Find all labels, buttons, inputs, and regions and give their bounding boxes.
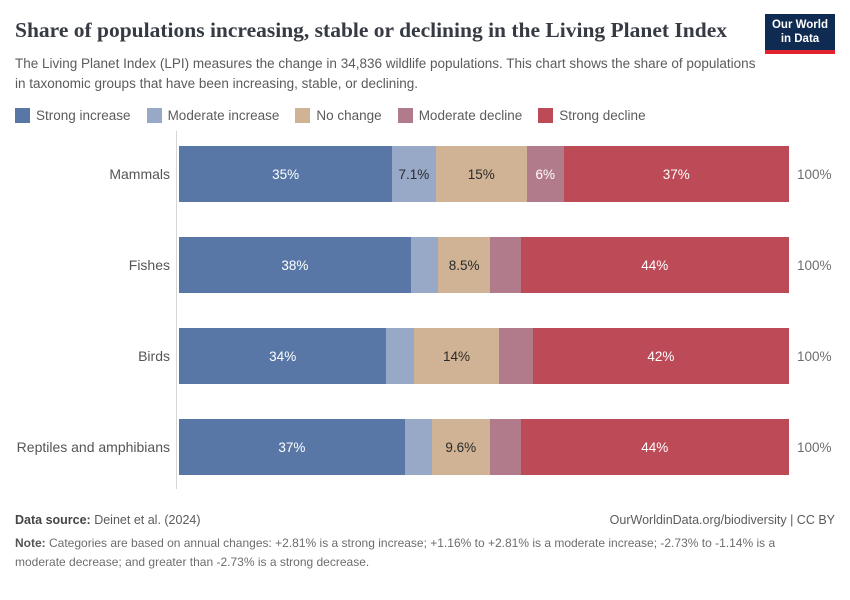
legend-swatch-no-change <box>295 108 311 124</box>
bar-segment-no-change[interactable]: 9.6% <box>431 419 491 476</box>
bar-segment-strong-decline[interactable]: 44% <box>520 237 789 294</box>
legend-item-moderate-increase[interactable]: Moderate increase <box>146 108 280 124</box>
legend-item-no-change[interactable]: No change <box>295 108 382 124</box>
segment-value-label: 44% <box>641 439 669 455</box>
legend-label: Strong decline <box>559 108 646 124</box>
owid-logo[interactable]: Our World in Data <box>765 14 835 54</box>
bar-row-mammals: Mammals 35% 7.1% 15% 6% 37% 100% <box>15 146 835 203</box>
bar-segment-moderate-decline[interactable] <box>490 419 521 476</box>
bar-segment-strong-decline[interactable]: 42% <box>532 328 789 385</box>
legend-item-strong-increase[interactable]: Strong increase <box>15 108 131 124</box>
legend-item-strong-decline[interactable]: Strong decline <box>538 108 646 124</box>
legend-swatch-strong-increase <box>15 108 30 124</box>
chart-subtitle: The Living Planet Index (LPI) measures t… <box>15 55 756 91</box>
owid-logo-line1: Our World <box>771 19 828 31</box>
chart-title: Share of populations increasing, stable … <box>15 18 727 42</box>
bar-segment-moderate-increase[interactable] <box>410 237 439 294</box>
bar-segment-no-change[interactable]: 8.5% <box>438 237 491 294</box>
chart-note: Note: Categories are based on annual cha… <box>15 534 820 571</box>
legend-swatch-strong-decline <box>538 108 554 124</box>
segment-value-label: 34% <box>269 348 297 364</box>
segment-value-label: 42% <box>647 348 675 364</box>
segment-value-label: 35% <box>272 166 300 182</box>
bar-segment-moderate-decline[interactable]: 6% <box>526 146 564 203</box>
bar-segment-strong-increase[interactable]: 38% <box>179 237 411 294</box>
bar-segment-strong-decline[interactable]: 44% <box>520 419 789 476</box>
total-label: 100% <box>797 166 832 182</box>
bar-segment-moderate-increase[interactable] <box>404 419 432 476</box>
total-label: 100% <box>797 257 832 273</box>
total-label: 100% <box>797 439 832 455</box>
segment-value-label: 37% <box>662 166 690 182</box>
segment-value-label: 6% <box>535 166 555 182</box>
bar-segment-strong-increase[interactable]: 35% <box>179 146 393 203</box>
bar-segment-moderate-decline[interactable] <box>499 328 533 385</box>
bar-segment-no-change[interactable]: 14% <box>413 328 500 385</box>
stacked-bar: 35% 7.1% 15% 6% 37% <box>179 146 789 203</box>
bar-segment-moderate-increase[interactable] <box>386 328 414 385</box>
bar-segment-moderate-increase[interactable]: 7.1% <box>392 146 436 203</box>
footer: Data source: Deinet et al. (2024) OurWor… <box>15 513 835 571</box>
bar-segment-strong-decline[interactable]: 37% <box>563 146 789 203</box>
attribution[interactable]: OurWorldinData.org/biodiversity | CC BY <box>609 513 835 528</box>
note-label: Note: <box>15 536 46 551</box>
bar-row-fishes: Fishes 38% 8.5% 44% 100% <box>15 237 835 294</box>
legend-swatch-moderate-decline <box>397 108 413 124</box>
category-label: Reptiles and amphibians <box>16 439 170 456</box>
segment-value-label: 8.5% <box>448 257 480 273</box>
legend-label: Moderate decline <box>418 108 523 124</box>
segment-value-label: 38% <box>281 257 309 273</box>
legend-label: Moderate increase <box>167 108 280 124</box>
data-source: Data source: Deinet et al. (2024) <box>15 513 201 527</box>
note-value: Categories are based on annual changes: … <box>15 536 776 569</box>
segment-value-label: 44% <box>641 257 669 273</box>
stacked-bar: 34% 14% 42% <box>179 328 789 385</box>
bar-segment-no-change[interactable]: 15% <box>435 146 527 203</box>
bar-segment-moderate-decline[interactable] <box>490 237 521 294</box>
category-label: Fishes <box>128 257 170 274</box>
legend-item-moderate-decline[interactable]: Moderate decline <box>397 108 523 124</box>
owid-logo-line2: in Data <box>780 33 820 46</box>
bar-segment-strong-increase[interactable]: 34% <box>179 328 387 385</box>
segment-value-label: 15% <box>467 166 495 182</box>
stacked-bar: 38% 8.5% 44% <box>179 237 789 294</box>
bar-segment-strong-increase[interactable]: 37% <box>179 419 405 476</box>
segment-value-label: 37% <box>278 439 306 455</box>
segment-value-label: 9.6% <box>445 439 477 455</box>
stacked-bar: 37% 9.6% 44% <box>179 419 789 476</box>
segment-value-label: 14% <box>443 348 471 364</box>
segment-value-label: 7.1% <box>398 166 430 182</box>
category-label: Birds <box>138 348 170 365</box>
stacked-bar-chart: Mammals 35% 7.1% 15% 6% 37% 100% Fishes 38% 8.5% 4… <box>15 131 835 490</box>
legend: Strong increase Moderate increase No chang… <box>15 108 835 124</box>
bar-row-reptiles-and-amphibians: Reptiles and amphibians 37% 9.6% 44% 100% <box>15 419 835 476</box>
total-label: 100% <box>797 348 832 364</box>
axis-line <box>176 131 177 490</box>
bar-row-birds: Birds 34% 14% 42% 100% <box>15 328 835 385</box>
category-label: Mammals <box>109 166 170 183</box>
legend-label: No change <box>316 108 382 124</box>
legend-swatch-moderate-increase <box>146 108 162 124</box>
legend-label: Strong increase <box>36 108 131 124</box>
data-source-value: Deinet et al. (2024) <box>90 513 201 528</box>
data-source-label: Data source: <box>15 513 91 528</box>
